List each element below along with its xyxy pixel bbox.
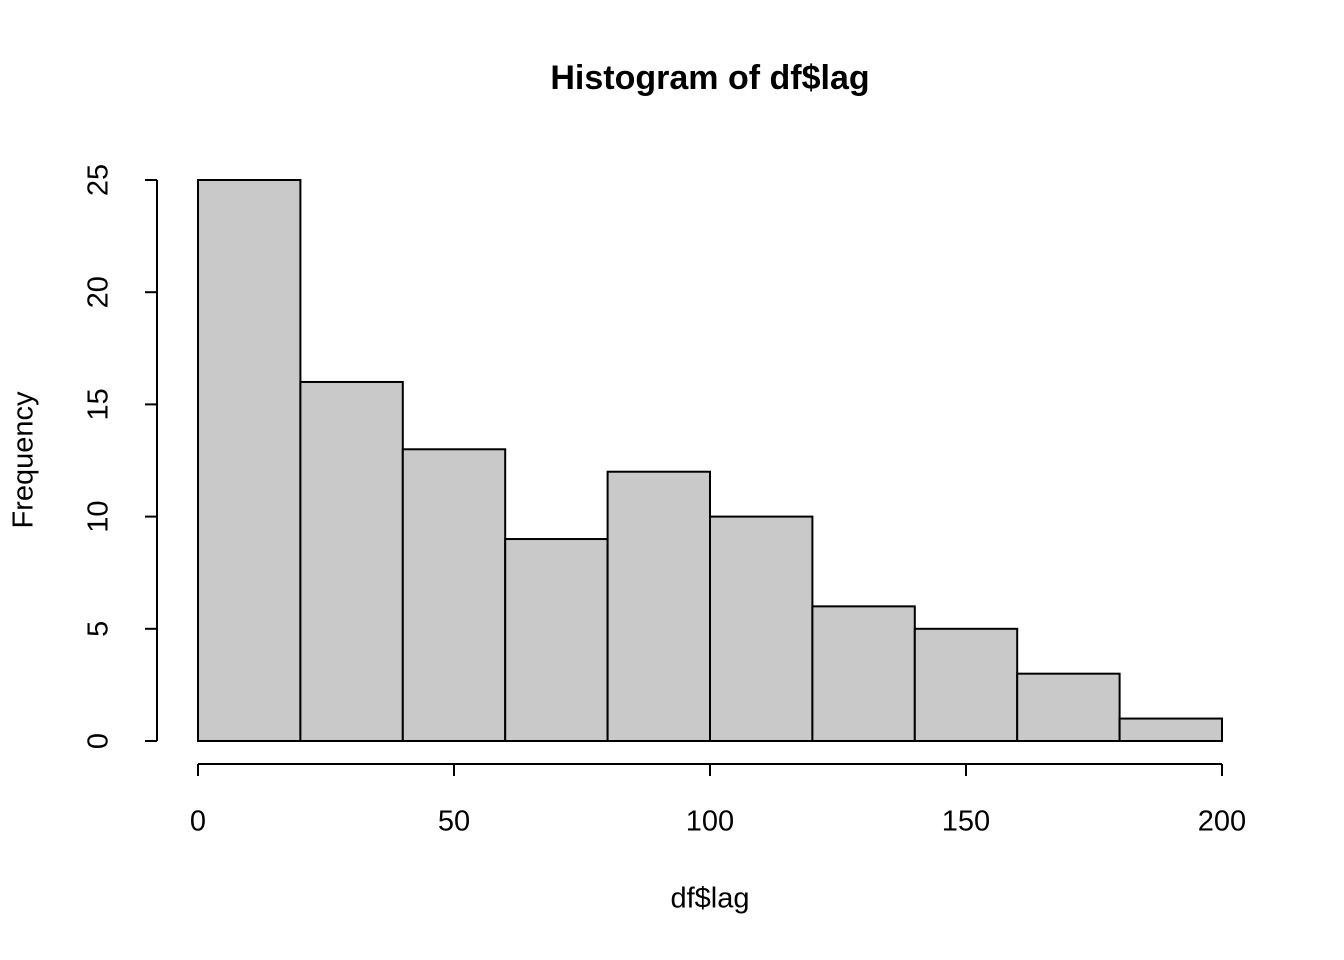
- x-tick-label: 100: [686, 806, 734, 838]
- bar: [197, 179, 302, 742]
- bar: [299, 380, 404, 742]
- y-tick-label: 20: [83, 276, 115, 308]
- y-tick-label: 5: [83, 621, 115, 637]
- bar: [913, 627, 1019, 742]
- y-tick-label: 15: [83, 388, 115, 420]
- y-tick-label: 10: [83, 500, 115, 532]
- bar: [606, 470, 711, 742]
- bar: [709, 515, 814, 742]
- bar: [504, 538, 609, 742]
- y-tick-label: 0: [83, 733, 115, 749]
- bar: [1118, 717, 1223, 742]
- y-tick-label: 25: [83, 164, 115, 196]
- y-axis-label: Frequency: [8, 391, 40, 529]
- chart-title: Histogram of df$lag: [550, 59, 869, 97]
- x-tick-label: 200: [1198, 806, 1246, 838]
- bar: [401, 448, 507, 742]
- bar: [811, 605, 916, 742]
- x-tick-label: 0: [190, 806, 206, 838]
- x-axis-label: df$lag: [670, 883, 749, 915]
- bar: [1016, 672, 1121, 742]
- x-tick-label: 50: [438, 806, 470, 838]
- x-tick-label: 150: [942, 806, 990, 838]
